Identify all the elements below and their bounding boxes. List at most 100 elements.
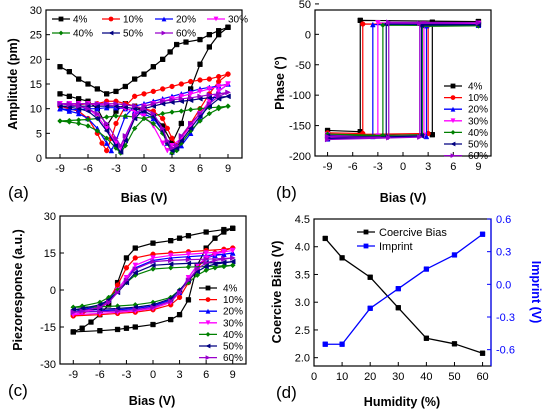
data-point: [386, 19, 392, 25]
data-point: [215, 83, 222, 90]
data-point: [76, 100, 82, 107]
y-right-tick-label: 0.0: [496, 279, 511, 291]
x-tick-label: -3: [122, 369, 132, 381]
data-point: [215, 105, 222, 112]
data-point: [423, 133, 430, 140]
legend: 4%10%20%30%40%50%60%: [52, 15, 248, 40]
y-right-tick-label: 0.3: [496, 247, 511, 259]
data-point: [85, 123, 91, 129]
data-point: [206, 32, 212, 38]
data-point: [160, 115, 166, 122]
data-point: [215, 88, 222, 95]
data-point: [66, 106, 73, 113]
data-point: [339, 341, 345, 347]
data-point: [103, 140, 110, 146]
legend-marker: [450, 83, 456, 89]
data-point: [197, 61, 203, 67]
data-point: [169, 83, 175, 90]
series-line: [327, 21, 480, 141]
chart-panel-a: -9 -6 -3 0 3 6 9 0 5 10 15 20 25 30 Bias (V) Amplitude …: [6, 5, 248, 205]
x-tick-label: 6: [203, 369, 209, 381]
x-tick-label: 60: [476, 371, 488, 383]
data-point: [57, 64, 63, 70]
chart-panel-d: 0 10 20 30 40 50 60 2.0 2.5 3.0 3.5 4.0 4.5 -0.6 -0.3 0…: [270, 214, 543, 409]
x-tick-label: 9: [230, 369, 236, 381]
series-60-: [57, 89, 231, 151]
chart-panel-b: -9 -6 -3 0 3 6 9 -200 -150 -100 -50 0 50 Bias (V) Phas…: [273, 0, 492, 205]
data-point: [185, 260, 192, 267]
data-point: [132, 262, 139, 269]
legend-marker: [108, 16, 114, 22]
series-30-: [324, 20, 482, 141]
data-point: [225, 103, 231, 109]
x-tick-label: 3: [177, 369, 183, 381]
y-right-tick-label: -0.3: [496, 312, 515, 324]
series-line: [59, 91, 229, 149]
data-point: [103, 128, 110, 134]
data-point: [113, 135, 119, 142]
data-point: [132, 76, 138, 82]
panel-label: (a): [8, 183, 29, 202]
x-tick-label: 3: [425, 161, 431, 173]
data-point: [212, 257, 218, 264]
data-point: [57, 100, 63, 107]
legend: 4%10%20%30%40%50%60%: [444, 82, 488, 162]
y-right-axis-label: Imprint (V): [529, 261, 543, 324]
data-point: [203, 263, 209, 270]
data-point: [150, 64, 156, 70]
data-point: [197, 118, 203, 124]
legend-marker: [108, 30, 114, 36]
legend-marker: [450, 106, 456, 112]
data-point: [216, 32, 222, 38]
data-point: [99, 140, 105, 146]
data-point: [178, 108, 185, 114]
legend-label: 10%: [123, 15, 143, 26]
data-point: [97, 308, 103, 315]
data-point: [197, 36, 203, 43]
data-point: [203, 267, 209, 274]
data-point: [113, 120, 119, 127]
y-tick-label: -200: [289, 151, 311, 163]
data-point: [216, 78, 222, 85]
data-point: [169, 109, 175, 115]
data-point: [57, 105, 63, 112]
data-point: [75, 120, 82, 127]
panel-label: (c): [8, 381, 28, 400]
data-point: [167, 261, 174, 267]
data-point: [132, 93, 138, 99]
data-point: [212, 251, 218, 258]
data-point: [197, 77, 203, 83]
data-point: [167, 265, 174, 271]
y-tick-label: 2.0: [295, 353, 310, 365]
y-tick-label: 0: [36, 153, 42, 165]
data-point: [150, 321, 156, 328]
data-point: [194, 266, 201, 272]
series-line: [327, 24, 480, 138]
data-point: [150, 266, 156, 272]
data-point: [167, 49, 173, 55]
x-axis-label: Bias (V): [121, 191, 168, 205]
panel-label: (d): [276, 383, 297, 402]
data-point: [187, 91, 194, 97]
y-tick-label: 15: [44, 248, 56, 260]
data-point: [132, 255, 138, 261]
x-tick-label: 9: [475, 161, 481, 173]
data-point: [322, 235, 328, 242]
data-point: [212, 265, 218, 271]
data-point: [141, 71, 147, 77]
data-point: [132, 269, 138, 276]
legend-label: Coercive Bias: [379, 227, 447, 239]
y-tick-label: 5: [36, 128, 42, 140]
data-point: [76, 96, 82, 102]
x-tick-label: 6: [450, 161, 456, 173]
y-right-tick-label: -0.6: [496, 345, 515, 357]
data-point: [85, 81, 91, 87]
data-point: [221, 249, 227, 255]
data-point: [66, 117, 73, 124]
data-point: [197, 93, 203, 100]
data-point: [225, 93, 231, 100]
data-point: [164, 125, 170, 132]
x-tick-label: 10: [336, 371, 348, 383]
x-tick-label: -3: [373, 161, 383, 173]
legend-label: 20%: [223, 307, 243, 318]
